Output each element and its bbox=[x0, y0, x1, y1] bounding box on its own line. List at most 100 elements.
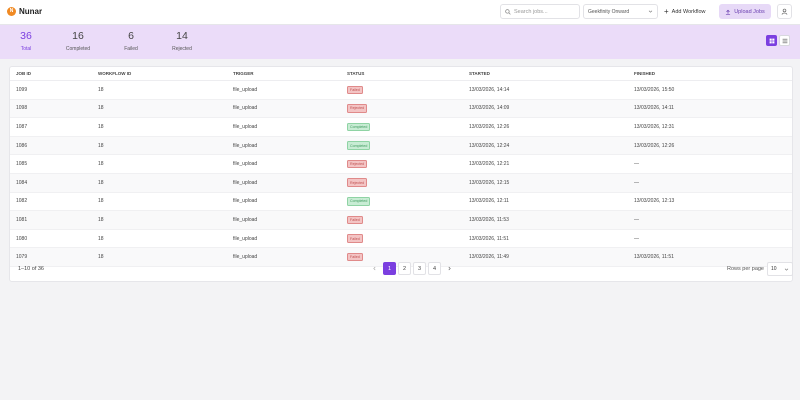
status-badge: Rejected bbox=[347, 159, 368, 169]
organization-select-value: Geekfinity Onward bbox=[588, 8, 630, 15]
job-id-cell: 1080 bbox=[10, 229, 98, 249]
stat-failed[interactable]: 6 Failed bbox=[117, 30, 145, 52]
column-header-workflow-id[interactable]: WORKFLOW ID bbox=[98, 67, 233, 81]
trigger-cell: file_upload bbox=[233, 154, 347, 174]
finished-cell: — bbox=[634, 154, 792, 174]
status-badge: Failed bbox=[347, 252, 363, 262]
finished-cell: 13/03/2026, 12:26 bbox=[634, 136, 792, 156]
stat-failed-value: 6 bbox=[128, 30, 134, 42]
finished-cell: 13/03/2026, 15:50 bbox=[634, 80, 792, 100]
page-button-1[interactable]: 1 bbox=[383, 262, 396, 275]
upload-icon bbox=[726, 9, 731, 15]
table-row[interactable]: 1085 18 file_upload Rejected 13/03/2026, 12:… bbox=[10, 154, 792, 174]
status-cell: Completed bbox=[347, 117, 469, 137]
finished-cell: — bbox=[634, 210, 792, 230]
job-id-cell: 1086 bbox=[10, 136, 98, 156]
list-view-button[interactable] bbox=[779, 35, 790, 46]
table-row[interactable]: 1098 18 file_upload Rejected 13/03/2026, 14:… bbox=[10, 99, 792, 119]
status-cell: Failed bbox=[347, 80, 469, 100]
page-button-2[interactable]: 2 bbox=[398, 262, 411, 275]
upload-jobs-button[interactable]: Upload Jobs bbox=[719, 4, 771, 19]
table-row[interactable]: 1082 18 file_upload Completed 13/03/2026, 12… bbox=[10, 192, 792, 212]
table-row[interactable]: 1079 18 file_upload Failed 13/03/2026, 11:49… bbox=[10, 247, 792, 267]
trigger-cell: file_upload bbox=[233, 173, 347, 193]
table-row[interactable]: 1099 18 file_upload Failed 13/03/2026, 14:14… bbox=[10, 80, 792, 100]
column-header-status[interactable]: STATUS bbox=[347, 67, 469, 81]
previous-page-button[interactable] bbox=[368, 262, 381, 275]
finished-cell: 13/03/2026, 14:11 bbox=[634, 99, 792, 119]
column-header-job-id[interactable]: JOB ID bbox=[10, 67, 98, 81]
workflow-id-cell: 18 bbox=[98, 99, 233, 119]
stat-rejected[interactable]: 14 Rejected bbox=[166, 30, 198, 52]
logo-mark-icon: N bbox=[7, 7, 16, 16]
started-cell: 13/03/2026, 14:09 bbox=[469, 99, 634, 119]
stat-completed[interactable]: 16 Completed bbox=[58, 30, 98, 52]
status-cell: Rejected bbox=[347, 173, 469, 193]
started-cell: 13/03/2026, 12:21 bbox=[469, 154, 634, 174]
trigger-cell: file_upload bbox=[233, 99, 347, 119]
stat-completed-value: 16 bbox=[72, 30, 84, 42]
stat-total-label: Total bbox=[20, 46, 32, 52]
upload-jobs-label: Upload Jobs bbox=[734, 8, 765, 15]
search-box[interactable] bbox=[500, 4, 580, 19]
jobs-table-card: JOB ID WORKFLOW ID TRIGGER STATUS STARTE… bbox=[9, 66, 793, 282]
status-badge: Failed bbox=[347, 215, 363, 225]
finished-cell: 13/03/2026, 12:13 bbox=[634, 192, 792, 212]
plus-icon: + bbox=[664, 7, 669, 16]
finished-cell: — bbox=[634, 173, 792, 193]
column-header-started[interactable]: STARTED bbox=[469, 67, 634, 81]
page-button-3[interactable]: 3 bbox=[413, 262, 426, 275]
add-workflow-button[interactable]: + Add Workflow bbox=[664, 4, 706, 19]
organization-select[interactable]: Geekfinity Onward bbox=[583, 4, 658, 19]
job-id-cell: 1081 bbox=[10, 210, 98, 230]
top-navigation-bar: N Nunar Geekfinity Onward + Add Workflow… bbox=[0, 0, 800, 25]
workflow-id-cell: 18 bbox=[98, 192, 233, 212]
table-row[interactable]: 1086 18 file_upload Completed 13/03/2026, 12… bbox=[10, 136, 792, 156]
column-header-finished[interactable]: FINISHED bbox=[634, 67, 792, 81]
table-row[interactable]: 1081 18 file_upload Failed 13/03/2026, 11:53… bbox=[10, 210, 792, 230]
status-badge: Rejected bbox=[347, 104, 368, 113]
job-id-cell: 1099 bbox=[10, 80, 98, 100]
workflow-id-cell: 18 bbox=[98, 80, 233, 100]
search-icon bbox=[505, 8, 511, 15]
column-header-trigger[interactable]: TRIGGER bbox=[233, 67, 347, 81]
trigger-cell: file_upload bbox=[233, 247, 347, 267]
finished-cell: — bbox=[634, 229, 792, 249]
table-row[interactable]: 1080 18 file_upload Failed 13/03/2026, 11:51… bbox=[10, 229, 792, 249]
search-input[interactable] bbox=[514, 8, 574, 15]
trigger-cell: file_upload bbox=[233, 229, 347, 249]
next-page-button[interactable] bbox=[443, 262, 456, 275]
workflow-id-cell: 18 bbox=[98, 210, 233, 230]
status-badge: Completed bbox=[347, 197, 371, 206]
rows-per-page-value: 10 bbox=[771, 266, 777, 272]
stat-completed-label: Completed bbox=[65, 46, 91, 52]
started-cell: 13/03/2026, 12:15 bbox=[469, 173, 634, 193]
rows-per-page-select[interactable]: 10 bbox=[767, 262, 793, 276]
started-cell: 13/03/2026, 12:24 bbox=[469, 136, 634, 156]
chevron-down-icon bbox=[648, 10, 653, 13]
job-id-cell: 1098 bbox=[10, 99, 98, 119]
status-cell: Rejected bbox=[347, 99, 469, 119]
status-cell: Rejected bbox=[347, 154, 469, 174]
workflow-id-cell: 18 bbox=[98, 117, 233, 137]
rows-per-page-label: Rows per page bbox=[727, 266, 764, 272]
page-button-4[interactable]: 4 bbox=[428, 262, 441, 275]
stat-failed-label: Failed bbox=[124, 46, 138, 52]
started-cell: 13/03/2026, 11:53 bbox=[469, 210, 634, 230]
status-badge: Failed bbox=[347, 85, 363, 95]
user-icon bbox=[781, 8, 788, 15]
table-row[interactable]: 1087 18 file_upload Completed 13/03/2026, 12… bbox=[10, 117, 792, 137]
started-cell: 13/03/2026, 11:49 bbox=[469, 247, 634, 267]
stat-total[interactable]: 36 Total bbox=[12, 30, 40, 52]
workflow-id-cell: 18 bbox=[98, 136, 233, 156]
status-cell: Failed bbox=[347, 229, 469, 249]
app-logo[interactable]: N Nunar bbox=[7, 7, 42, 16]
status-cell: Completed bbox=[347, 136, 469, 156]
pagination: 1 2 3 4 bbox=[368, 262, 458, 275]
user-menu-button[interactable] bbox=[777, 4, 792, 19]
grid-view-button[interactable] bbox=[766, 35, 777, 46]
trigger-cell: file_upload bbox=[233, 136, 347, 156]
table-row[interactable]: 1084 18 file_upload Rejected 13/03/2026, 12:… bbox=[10, 173, 792, 193]
job-id-cell: 1087 bbox=[10, 117, 98, 137]
job-id-cell: 1079 bbox=[10, 247, 98, 267]
